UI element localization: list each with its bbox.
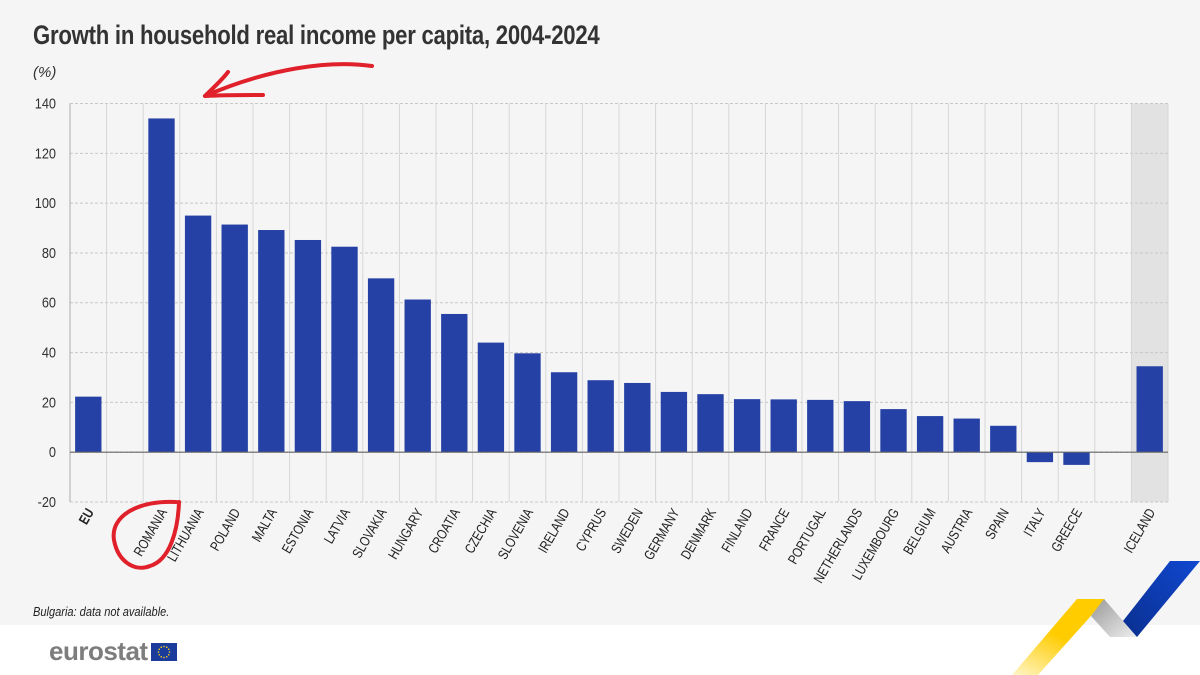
flag-star <box>165 655 168 658</box>
bar-finland <box>733 399 761 453</box>
y-tick-label: 100 <box>35 194 56 211</box>
logo-text: eurostat <box>49 636 148 666</box>
flag-star <box>162 656 165 658</box>
y-tick-label: 120 <box>35 144 56 161</box>
bar-ireland <box>550 372 578 453</box>
x-tick-label: MALTA <box>249 506 280 545</box>
x-tick-label: ITALY <box>1021 506 1049 540</box>
x-tick-label: IRELAND <box>535 506 573 556</box>
flag-star <box>157 650 159 653</box>
bar-latvia <box>331 246 358 453</box>
x-tick-label: ESTONIA <box>279 505 317 555</box>
x-tick-label: ROMANIA <box>131 506 171 559</box>
bar-croatia <box>441 313 468 453</box>
x-tick-label: SPAIN <box>982 506 1012 542</box>
eu-flag-icon <box>150 642 177 661</box>
x-tick-label: SLOVENIA <box>495 506 537 563</box>
flag-star <box>167 647 170 650</box>
eurostat-logo: eurostat <box>49 636 177 667</box>
bar-netherlands <box>843 401 871 453</box>
y-tick-label: 80 <box>42 244 56 261</box>
bar-portugal <box>807 399 834 453</box>
flag-star <box>158 653 160 656</box>
flag-star <box>167 653 170 656</box>
bar-slovenia <box>514 353 541 453</box>
x-tick-label: POLAND <box>207 506 243 554</box>
x-tick-label: BELGIUM <box>900 506 939 557</box>
flag-star <box>158 647 160 650</box>
x-tick-label: CYPRUS <box>573 506 610 554</box>
x-tick-label: ICELAND <box>1121 506 1159 556</box>
yellow-ribbon <box>1012 599 1105 675</box>
blue-ribbon <box>1123 561 1200 637</box>
grey-ribbon <box>1091 599 1137 637</box>
bar-italy <box>1026 452 1054 463</box>
bar-hungary <box>404 299 431 453</box>
chart-title: Growth in household real income per capi… <box>33 20 600 50</box>
y-tick-label: 40 <box>42 344 56 361</box>
bar-lithuania <box>184 215 212 453</box>
flag-star <box>160 655 162 658</box>
x-tick-label: EU <box>76 506 97 527</box>
x-tick-label: GREECE <box>1048 506 1085 555</box>
flag-star <box>162 645 165 647</box>
bar-estonia <box>294 239 322 453</box>
x-tick-label: FINLAND <box>719 506 756 555</box>
bar-luxembourg <box>880 409 907 453</box>
flag-star <box>165 645 168 648</box>
y-tick-label: 20 <box>42 393 56 410</box>
bar-romania <box>148 118 175 453</box>
x-tick-label: SLOVAKIA <box>349 506 390 561</box>
bar-greece <box>1063 452 1090 465</box>
annotation-circle <box>111 499 181 570</box>
bar-iceland <box>1136 366 1163 453</box>
footnote: Bulgaria: data not available. <box>33 604 170 619</box>
x-tick-label: SWEDEN <box>608 506 646 556</box>
bar-spain <box>990 425 1017 453</box>
bar-malta <box>258 230 285 453</box>
bar-sweden <box>624 382 651 453</box>
bar-czechia <box>477 342 505 453</box>
y-tick-label: 0 <box>49 443 56 460</box>
bar-poland <box>221 224 248 453</box>
y-tick-label: -20 <box>38 493 57 510</box>
x-tick-label: CROATIA <box>425 506 463 556</box>
x-tick-label: HUNGARY <box>385 506 426 562</box>
y-axis-unit: (%) <box>33 64 57 81</box>
x-tick-label: CZECHIA <box>462 506 500 557</box>
x-tick-label: GERMANY <box>641 506 683 563</box>
bar-cyprus <box>587 380 614 453</box>
x-tick-label: FRANCE <box>756 506 792 554</box>
bar-slovakia <box>367 278 395 453</box>
bar-denmark <box>697 394 724 453</box>
x-tick-label: LATVIA <box>321 506 353 547</box>
bar-austria <box>953 418 980 453</box>
x-tick-label: DENMARK <box>678 506 720 563</box>
flag-star <box>168 650 170 653</box>
bar-eu <box>75 396 102 453</box>
x-tick-label: LITHUANIA <box>164 506 207 565</box>
flag-field <box>150 642 177 661</box>
y-tick-label: 60 <box>42 294 56 311</box>
y-tick-label: 140 <box>35 94 56 111</box>
bar-belgium <box>916 416 944 453</box>
flag-star <box>160 645 162 648</box>
annotation-arrow <box>203 62 374 98</box>
bar-france <box>770 399 797 453</box>
x-tick-label: AUSTRIA <box>938 506 976 556</box>
bar-germany <box>660 391 688 453</box>
